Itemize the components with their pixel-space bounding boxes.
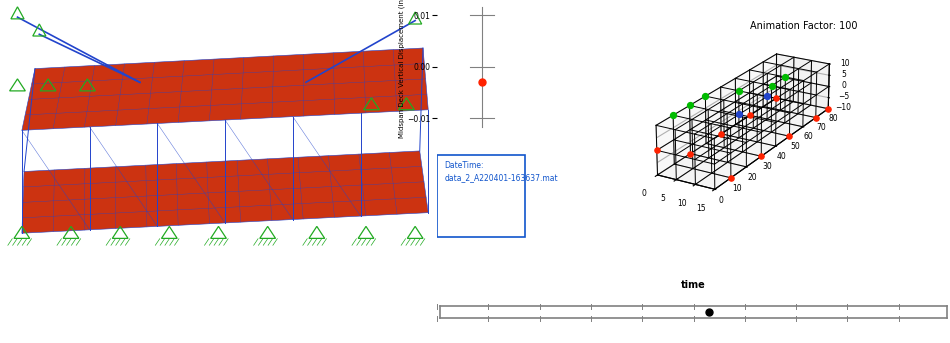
Text: DateTime:
data_2_A220401-163637.mat: DateTime: data_2_A220401-163637.mat — [445, 161, 558, 182]
Polygon shape — [22, 151, 428, 233]
Text: Animation Factor: 100: Animation Factor: 100 — [750, 21, 857, 31]
Title: time: time — [681, 281, 706, 291]
FancyBboxPatch shape — [437, 155, 525, 237]
Polygon shape — [22, 48, 428, 130]
Y-axis label: Midspan Deck Vertical Displacement (in): Midspan Deck Vertical Displacement (in) — [398, 0, 405, 138]
